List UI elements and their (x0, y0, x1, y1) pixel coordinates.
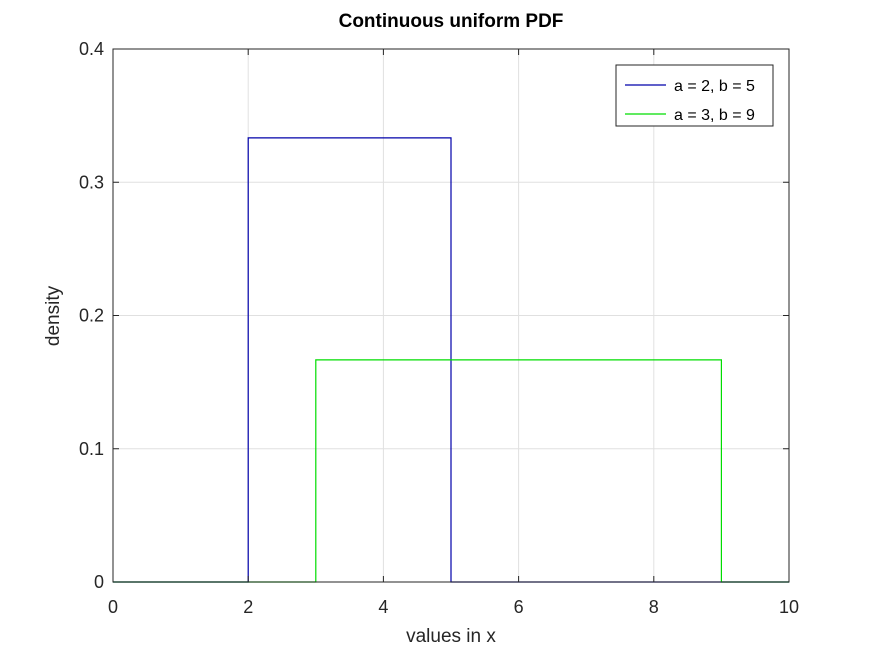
legend-label-1: a = 2, b = 5 (674, 78, 755, 95)
y-tick-label: 0.4 (79, 39, 104, 59)
x-axis-label: values in x (406, 626, 496, 647)
chart-title: Continuous uniform PDF (339, 11, 564, 32)
x-tick-label: 8 (649, 597, 659, 617)
x-tick-label: 10 (779, 597, 799, 617)
x-tick-label: 4 (378, 597, 388, 617)
y-tick-label: 0 (94, 572, 104, 592)
x-tick-label: 0 (108, 597, 118, 617)
ticks: 0 2 4 6 8 10 0 0.1 0.2 0.3 0.4 (79, 39, 799, 617)
y-tick-label: 0.3 (79, 172, 104, 192)
x-tick-label: 2 (243, 597, 253, 617)
y-tick-label: 0.1 (79, 439, 104, 459)
y-tick-label: 0.2 (79, 306, 104, 326)
legend-box (615, 64, 774, 127)
legend-label-2: a = 3, b = 9 (674, 107, 755, 124)
y-axis-label: density (43, 285, 64, 346)
x-tick-label: 6 (514, 597, 524, 617)
legend: a = 2, b = 5 a = 3, b = 9 (615, 64, 774, 127)
